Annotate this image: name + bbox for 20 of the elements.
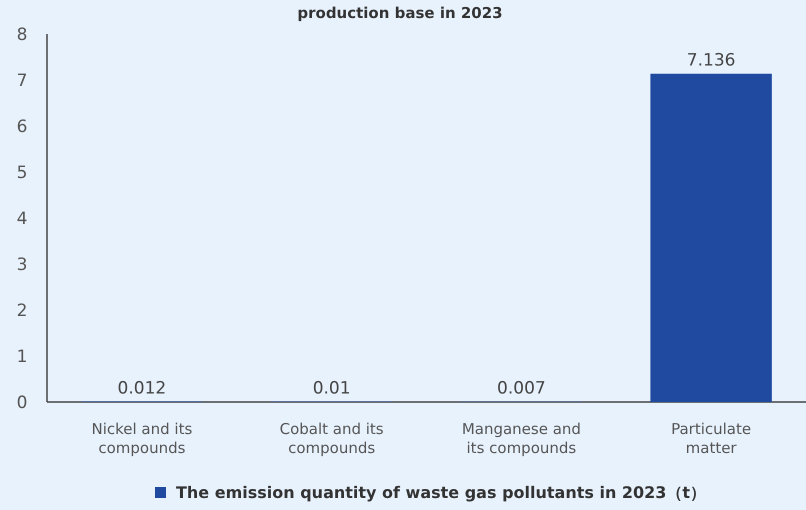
y-tick-label: 7 <box>16 70 28 91</box>
bar <box>650 74 772 402</box>
data-label: 0.007 <box>497 378 546 399</box>
x-tick-label: Nickel and its compounds <box>91 420 192 457</box>
y-tick-label: 3 <box>16 254 28 275</box>
y-tick-label: 5 <box>16 162 28 183</box>
y-tick-label: 8 <box>16 24 28 45</box>
x-tick-label: Manganese and its compounds <box>462 420 581 457</box>
x-tick-label: Particulate matter <box>671 420 752 457</box>
data-label: 0.01 <box>312 378 351 399</box>
y-tick-label: 1 <box>16 346 28 367</box>
y-tick-label: 4 <box>16 208 28 229</box>
legend-label: The emission quantity of waste gas pollutants in 2023（t） <box>176 483 706 502</box>
y-tick-label: 6 <box>16 116 28 137</box>
y-tick-label: 0 <box>16 392 28 413</box>
data-label: 7.136 <box>686 50 736 71</box>
y-tick-label: 2 <box>16 300 28 321</box>
x-tick-label: Cobalt and its compounds <box>280 420 384 457</box>
chart-title: production base in 2023 <box>297 4 503 22</box>
data-label: 0.012 <box>118 378 166 398</box>
